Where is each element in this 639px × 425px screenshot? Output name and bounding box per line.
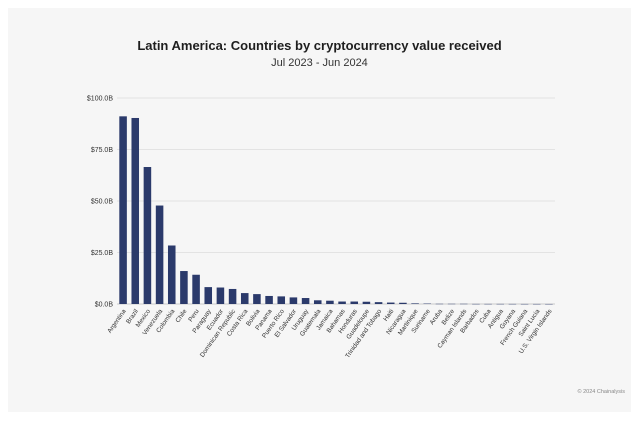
- bar: [386, 302, 395, 304]
- chart-subtitle: Jul 2023 - Jun 2024: [271, 57, 368, 69]
- y-tick-label: $25.0B: [91, 250, 114, 257]
- bar: [204, 287, 213, 304]
- y-tick-label: $75.0B: [91, 147, 114, 154]
- bar: [119, 116, 127, 304]
- bar: [277, 296, 286, 304]
- bar: [350, 301, 359, 304]
- bar: [411, 303, 419, 304]
- bar: [180, 271, 188, 304]
- bar: [313, 300, 322, 304]
- chart-card: [8, 8, 631, 412]
- bar: [289, 297, 298, 304]
- bar: [326, 300, 334, 304]
- bar: [265, 295, 273, 304]
- x-tick-label: Chile: [174, 308, 188, 324]
- y-tick-label: $0.0B: [95, 302, 114, 309]
- bar: [374, 302, 383, 304]
- bar: [362, 301, 371, 304]
- bar: [338, 301, 346, 304]
- bar: [240, 293, 249, 304]
- bar: [192, 274, 200, 304]
- bar: [167, 245, 176, 304]
- bar: [301, 298, 310, 304]
- chart-title: Latin America: Countries by cryptocurren…: [137, 38, 502, 53]
- bar: [143, 167, 152, 304]
- bar: [131, 117, 140, 305]
- copyright-footer: © 2024 Chainalysis: [577, 389, 625, 395]
- bar: [253, 294, 261, 304]
- bar: [228, 288, 237, 304]
- bar: [399, 302, 407, 304]
- y-tick-label: $100.0B: [87, 96, 113, 103]
- bar: [216, 287, 225, 304]
- y-tick-label: $50.0B: [91, 199, 114, 206]
- bar: [155, 205, 164, 304]
